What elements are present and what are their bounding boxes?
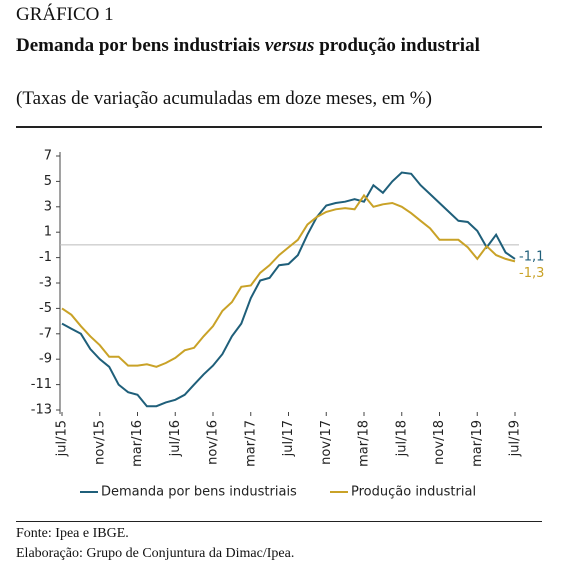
rule xyxy=(16,126,542,128)
title-part: produção industrial xyxy=(319,35,480,56)
end-label: -1,1 xyxy=(519,249,544,264)
y-tick-label: -5 xyxy=(39,301,52,316)
end-label: -1,3 xyxy=(519,266,544,281)
source: Fonte: Ipea e IBGE. xyxy=(16,526,129,541)
title: Demanda por bens industriais versus prod… xyxy=(16,33,542,59)
x-tick-label: mar/17 xyxy=(243,420,258,467)
title-part: Demanda por bens industriais xyxy=(16,35,261,56)
legend-label: Demanda por bens industriais xyxy=(101,485,297,500)
x-tick-label: jul/15 xyxy=(55,420,70,457)
y-tick-label: -3 xyxy=(39,276,52,291)
y-tick-label: -9 xyxy=(39,352,52,367)
x-tick-label: jul/17 xyxy=(281,420,296,457)
y-tick-label: -7 xyxy=(39,326,52,341)
x-tick-label: nov/15 xyxy=(92,420,107,465)
x-tick-label: mar/19 xyxy=(470,420,485,467)
series-line xyxy=(61,193,516,368)
x-tick-label: nov/16 xyxy=(206,420,221,465)
subtitle: (Taxas de variação acumuladas em doze me… xyxy=(16,88,432,109)
y-tick-label: -1 xyxy=(39,250,52,265)
rule xyxy=(16,521,542,522)
x-tick-label: mar/16 xyxy=(130,420,145,467)
legend-label: Produção industrial xyxy=(351,485,476,500)
y-tick-label: 7 xyxy=(44,149,52,164)
y-tick-label: 5 xyxy=(44,174,52,189)
series-line xyxy=(61,171,516,408)
y-tick-label: -13 xyxy=(31,403,52,418)
x-tick-label: jul/16 xyxy=(168,420,183,457)
y-tick-label: 3 xyxy=(44,199,52,214)
x-tick-label: mar/18 xyxy=(357,420,372,467)
x-tick-label: nov/18 xyxy=(432,420,447,465)
credit: Elaboração: Grupo de Conjuntura da Dimac… xyxy=(16,546,295,561)
figure-label: GRÁFICO 1 xyxy=(16,4,114,25)
y-tick-label: 1 xyxy=(44,225,52,240)
x-tick-label: jul/19 xyxy=(508,420,523,457)
x-tick-label: jul/18 xyxy=(394,420,409,457)
title-part: versus xyxy=(264,35,315,56)
x-tick-label: nov/17 xyxy=(319,420,334,465)
y-tick-label: -11 xyxy=(31,377,52,392)
